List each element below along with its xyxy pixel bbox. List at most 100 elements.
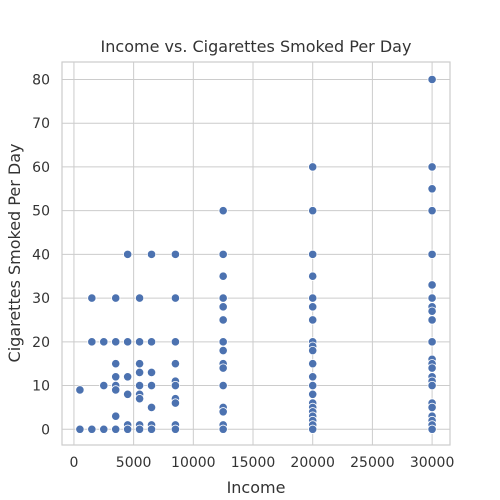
- x-tick-label: 0: [69, 455, 78, 471]
- data-point: [111, 372, 121, 382]
- data-point: [308, 389, 318, 399]
- data-point: [427, 184, 437, 194]
- data-point: [99, 380, 109, 391]
- y-axis-label: Cigarettes Smoked Per Day: [5, 144, 24, 363]
- data-point: [427, 380, 437, 391]
- y-axis-ticks: 0 10 20 30 40 50 60 70 80: [32, 72, 50, 438]
- y-tick-label: 0: [41, 422, 50, 438]
- data-point: [427, 424, 437, 434]
- x-tick-label: 20000: [290, 455, 335, 471]
- data-point: [99, 337, 109, 347]
- data-point: [99, 424, 109, 434]
- x-tick-label: 5000: [116, 455, 152, 471]
- data-point: [146, 337, 157, 347]
- data-point: [308, 302, 318, 312]
- data-point: [135, 380, 145, 391]
- y-tick-label: 60: [32, 160, 50, 176]
- data-point: [170, 398, 181, 408]
- data-point: [427, 402, 437, 412]
- data-point: [308, 424, 318, 434]
- data-point: [87, 424, 97, 434]
- data-point: [75, 424, 85, 434]
- data-point: [170, 293, 181, 303]
- data-point: [218, 206, 228, 216]
- y-tick-label: 70: [32, 116, 50, 132]
- data-point: [308, 293, 318, 303]
- data-point: [135, 424, 145, 434]
- data-point: [308, 162, 318, 172]
- data-point: [308, 206, 318, 216]
- grid: [62, 62, 450, 445]
- data-point: [427, 337, 437, 347]
- x-tick-label: 15000: [231, 455, 276, 471]
- data-point: [123, 337, 133, 347]
- data-point: [218, 424, 228, 434]
- data-point: [170, 337, 181, 347]
- data-point: [170, 249, 181, 259]
- data-point: [218, 302, 228, 312]
- data-point: [146, 402, 157, 412]
- data-point: [170, 380, 181, 391]
- data-point: [135, 293, 145, 303]
- data-point: [308, 380, 318, 391]
- x-tick-label: 30000: [410, 455, 455, 471]
- data-point: [123, 372, 133, 382]
- data-point: [135, 367, 145, 378]
- data-point: [146, 380, 157, 391]
- data-point: [308, 315, 318, 325]
- data-point: [146, 249, 157, 259]
- data-point: [111, 385, 121, 395]
- data-point: [218, 407, 228, 417]
- data-point: [146, 424, 157, 434]
- data-point: [427, 293, 437, 303]
- data-point: [308, 345, 318, 356]
- data-point: [218, 249, 228, 259]
- data-point: [218, 315, 228, 325]
- data-point: [170, 359, 181, 369]
- data-points: [75, 74, 437, 434]
- x-axis-label: Income: [227, 478, 286, 497]
- data-point: [135, 337, 145, 347]
- x-tick-label: 10000: [171, 455, 216, 471]
- data-point: [218, 271, 228, 281]
- data-point: [308, 372, 318, 382]
- y-tick-label: 20: [32, 335, 50, 351]
- data-point: [218, 345, 228, 356]
- data-point: [111, 411, 121, 421]
- data-point: [218, 337, 228, 347]
- chart-title: Income vs. Cigarettes Smoked Per Day: [101, 37, 412, 56]
- data-point: [111, 293, 121, 303]
- y-tick-label: 40: [32, 247, 50, 263]
- x-tick-label: 25000: [350, 455, 395, 471]
- data-point: [427, 315, 437, 325]
- data-point: [135, 394, 145, 404]
- data-point: [308, 359, 318, 369]
- data-point: [135, 359, 145, 369]
- y-tick-label: 10: [32, 379, 50, 395]
- data-point: [87, 337, 97, 347]
- x-axis-ticks: 0 5000 10000 15000 20000 25000 30000: [69, 455, 454, 471]
- data-point: [308, 271, 318, 281]
- data-point: [75, 385, 85, 395]
- data-point: [427, 162, 437, 172]
- data-point: [146, 367, 157, 378]
- data-point: [427, 280, 437, 290]
- data-point: [427, 306, 437, 316]
- data-point: [123, 389, 133, 399]
- data-point: [123, 424, 133, 434]
- plot-frame: [61, 61, 451, 446]
- y-tick-label: 50: [32, 204, 50, 220]
- data-point: [218, 293, 228, 303]
- data-point: [170, 424, 181, 434]
- data-point: [427, 249, 437, 259]
- data-point: [87, 293, 97, 303]
- y-tick-label: 80: [32, 72, 50, 88]
- data-point: [427, 363, 437, 373]
- data-point: [123, 249, 133, 259]
- data-point: [111, 424, 121, 434]
- data-point: [111, 359, 121, 369]
- data-point: [218, 380, 228, 391]
- data-point: [427, 206, 437, 216]
- data-point: [308, 249, 318, 259]
- data-point: [218, 363, 228, 373]
